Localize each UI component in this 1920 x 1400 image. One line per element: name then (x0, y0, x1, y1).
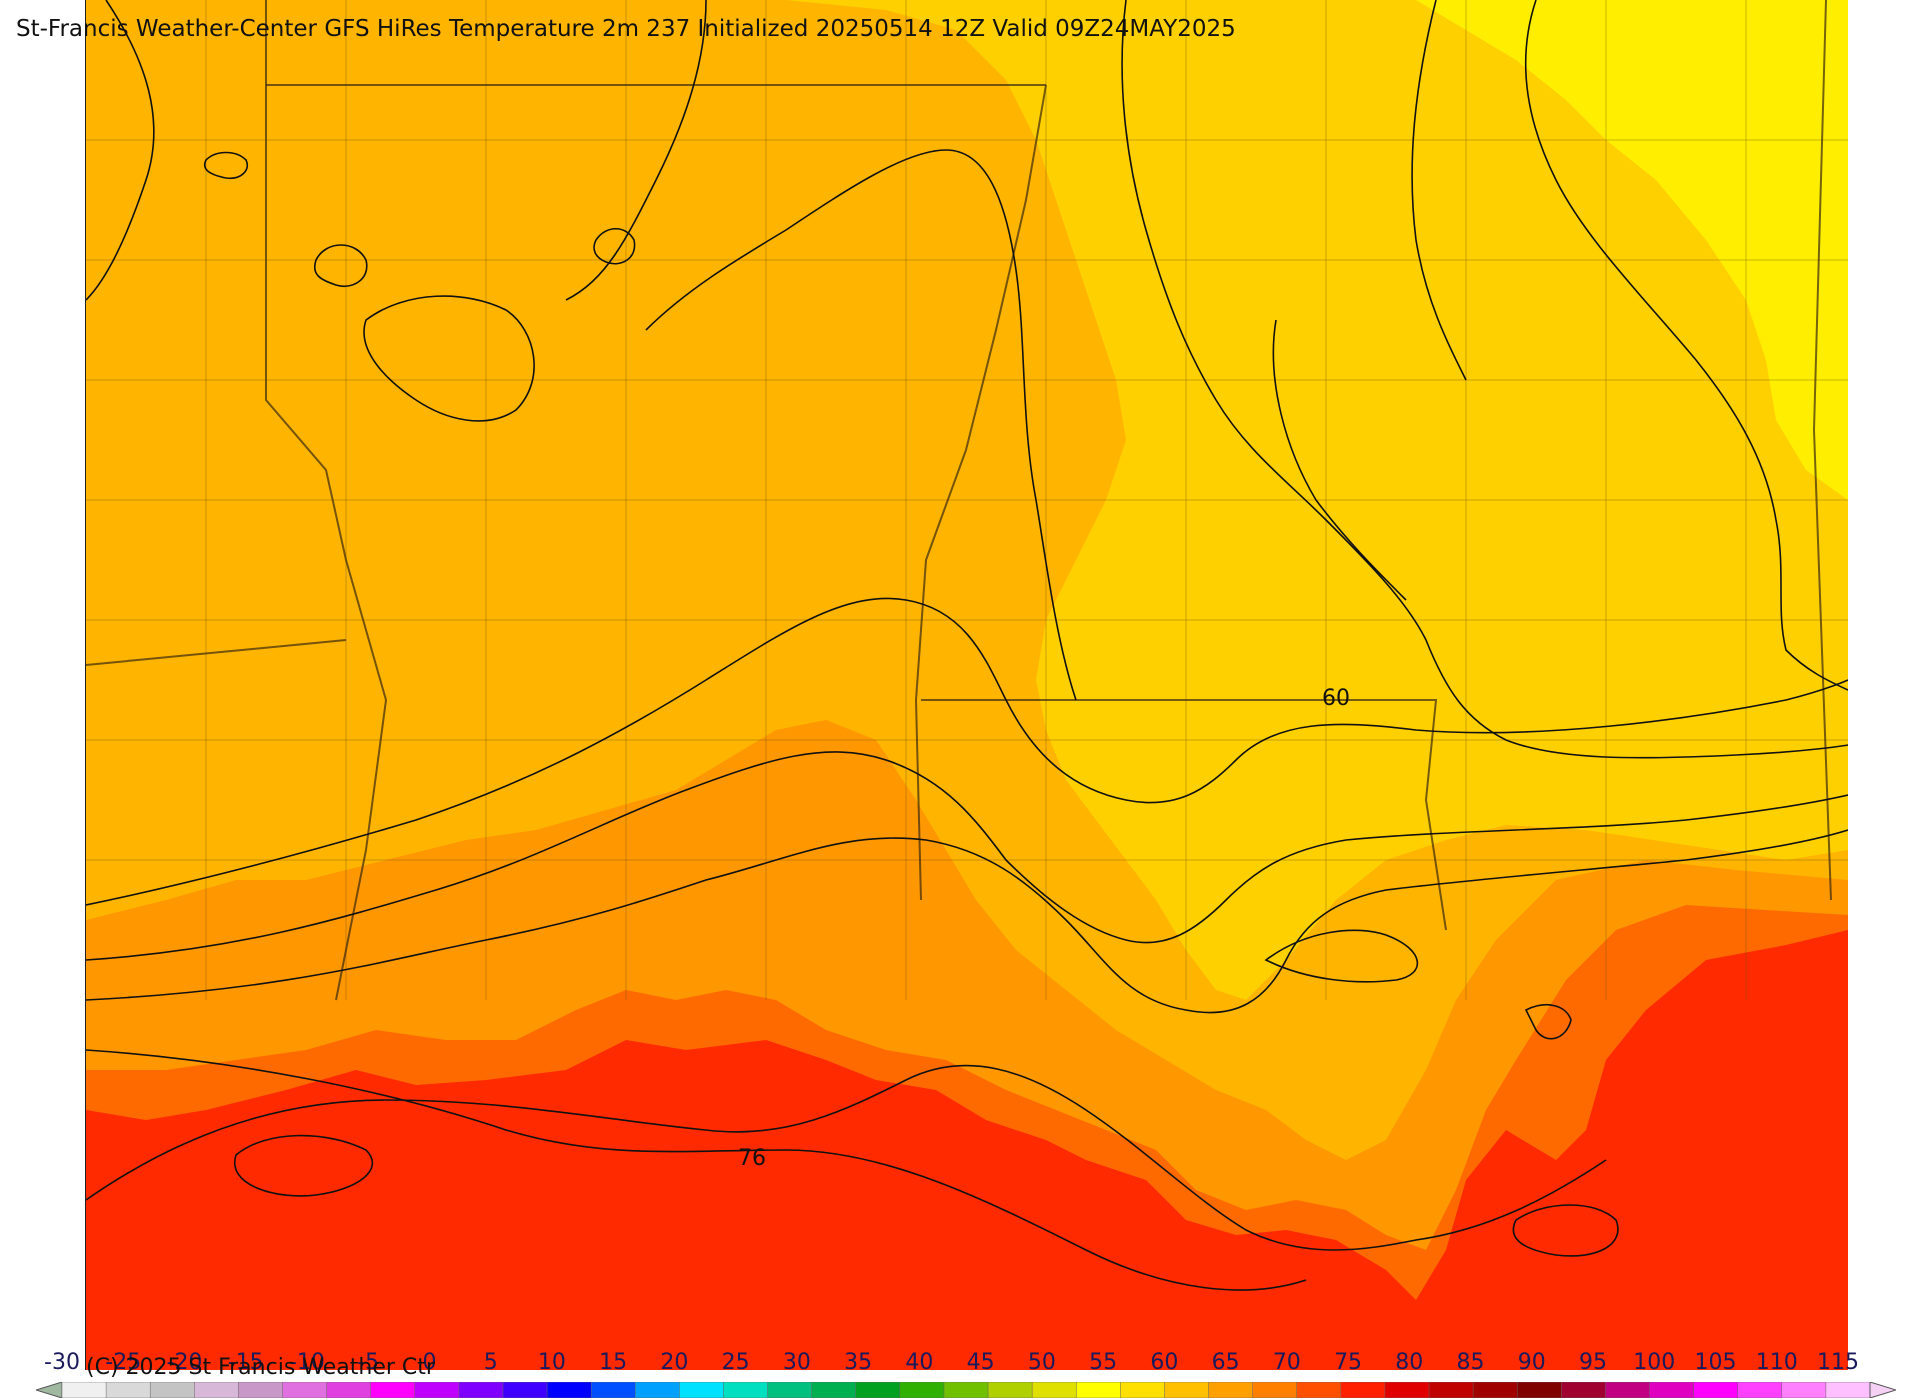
temperature-map: 60 76 (85, 0, 1848, 1370)
colorbar-tick-label: -20 (166, 1350, 203, 1375)
colorbar-swatch (370, 1382, 416, 1398)
colorbar-swatch (811, 1382, 857, 1398)
contour-label-76: 76 (738, 1146, 766, 1171)
colorbar-tick-label: 5 (483, 1350, 498, 1375)
colorbar-swatch (855, 1382, 901, 1398)
map-svg: 60 76 (86, 0, 1848, 1370)
copyright-credit: (C) 2025 St Francis Weather Ctr (86, 1355, 435, 1380)
colorbar-swatch (1296, 1382, 1342, 1398)
colorbar-tick-label: 20 (660, 1350, 689, 1375)
colorbar-swatch (635, 1382, 681, 1398)
colorbar-swatch (1384, 1382, 1430, 1398)
colorbar-swatch (105, 1382, 151, 1398)
colorbar-swatch (1252, 1382, 1298, 1398)
colorbar-tick-label: 95 (1579, 1350, 1608, 1375)
colorbar-tick-label: 70 (1272, 1350, 1301, 1375)
colorbar-tick-labels: -30 -25 -20 -15 -10 -5 0 5 10 15 20 25 30 35 40 45 50 55 6… (0, 1350, 1920, 1380)
colorbar-tick-label: 80 (1395, 1350, 1424, 1375)
colorbar (36, 1382, 1896, 1398)
colorbar-swatch (1605, 1382, 1651, 1398)
colorbar-swatch (1825, 1382, 1871, 1398)
colorbar-tick-label: 100 (1633, 1350, 1676, 1375)
colorbar-tick-label: 35 (844, 1350, 873, 1375)
colorbar-swatch (767, 1382, 813, 1398)
colorbar-swatch (1428, 1382, 1474, 1398)
colorbar-tick-label: 15 (599, 1350, 628, 1375)
colorbar-swatch (1164, 1382, 1210, 1398)
county-grid (86, 0, 1848, 1000)
colorbar-tick-label: 65 (1211, 1350, 1240, 1375)
colorbar-swatch (1472, 1382, 1518, 1398)
colorbar-tick-label: 110 (1755, 1350, 1798, 1375)
colorbar-tick-label: 45 (966, 1350, 995, 1375)
colorbar-swatch (414, 1382, 460, 1398)
colorbar-swatch (546, 1382, 592, 1398)
colorbar-tick-label: 90 (1517, 1350, 1546, 1375)
colorbar-swatch (679, 1382, 725, 1398)
colorbar-swatch (590, 1382, 637, 1398)
colorbar-swatch (326, 1382, 372, 1398)
colorbar-tick-label: 0 (422, 1350, 437, 1375)
colorbar-tick-label: -25 (105, 1350, 142, 1375)
colorbar-swatch (1075, 1382, 1122, 1398)
colorbar-left-arrow (36, 1382, 63, 1398)
colorbar-swatch (1120, 1382, 1166, 1398)
colorbar-swatch (458, 1382, 504, 1398)
colorbar-tick-label: 85 (1456, 1350, 1485, 1375)
colorbar-tick-label: -5 (357, 1350, 380, 1375)
colorbar-swatch (1649, 1382, 1695, 1398)
colorbar-tick-label: -15 (227, 1350, 264, 1375)
colorbar-swatch (1693, 1382, 1739, 1398)
colorbar-tick-label: -30 (44, 1350, 80, 1375)
colorbar-tick-label: 55 (1089, 1350, 1118, 1375)
state-borders (86, 0, 1832, 1001)
isotherms (86, 0, 1848, 1291)
colorbar-swatch (282, 1382, 328, 1398)
colorbar-swatch (194, 1382, 240, 1398)
colorbar-swatch (723, 1382, 769, 1398)
colorbar-tick-label: 75 (1334, 1350, 1363, 1375)
colorbar-swatch (987, 1382, 1033, 1398)
contour-label-60: 60 (1322, 686, 1350, 711)
colorbar-tick-label: 115 (1817, 1350, 1859, 1375)
colorbar-swatch (1031, 1382, 1077, 1398)
colorbar-swatch (1561, 1382, 1607, 1398)
colorbar-tick-label: -10 (288, 1350, 325, 1375)
colorbar-tick-label: 60 (1150, 1350, 1179, 1375)
colorbar-swatch (899, 1382, 945, 1398)
colorbar-swatch (61, 1382, 107, 1398)
colorbar-swatch (149, 1382, 196, 1398)
colorbar-swatch (502, 1382, 548, 1398)
colorbar-swatch (238, 1382, 284, 1398)
colorbar-swatch (1516, 1382, 1563, 1398)
colorbar-swatch (1340, 1382, 1386, 1398)
colorbar-swatch (1208, 1382, 1254, 1398)
colorbar-swatch (1781, 1382, 1827, 1398)
colorbar-tick-label: 25 (721, 1350, 750, 1375)
colorbar-tick-label: 50 (1027, 1350, 1056, 1375)
colorbar-right-arrow (1869, 1382, 1896, 1398)
colorbar-tick-label: 10 (537, 1350, 566, 1375)
colorbar-swatch (1737, 1382, 1783, 1398)
colorbar-swatch (943, 1382, 989, 1398)
band-55-60 (1416, 0, 1848, 500)
map-title: St-Francis Weather-Center GFS HiRes Temp… (16, 16, 1236, 42)
colorbar-tick-label: 30 (782, 1350, 811, 1375)
colorbar-tick-label: 105 (1694, 1350, 1737, 1375)
colorbar-tick-label: 40 (905, 1350, 934, 1375)
